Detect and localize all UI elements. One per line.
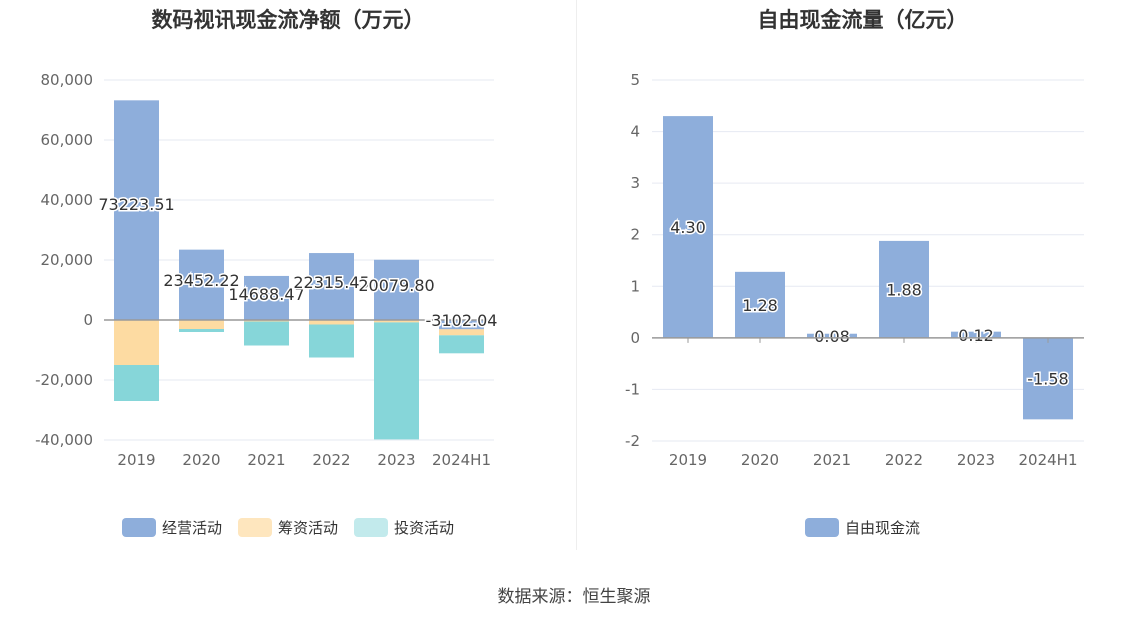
data-label-operating: 14688.47: [228, 285, 304, 304]
x-tick-label: 2022: [885, 451, 923, 469]
y-tick-label: -2: [625, 432, 640, 450]
bar-operating: [114, 100, 159, 320]
y-tick-label: -20,000: [35, 371, 93, 389]
bar-financing: [309, 320, 354, 325]
x-tick-label: 2023: [377, 451, 415, 469]
data-label-free-cash-flow: 1.88: [886, 280, 922, 299]
x-tick-label: 2024H1: [1019, 451, 1078, 469]
x-tick-label: 2019: [669, 451, 707, 469]
x-tick-label: 2019: [117, 451, 155, 469]
data-label-operating: 73223.51: [98, 195, 174, 214]
bar-operating: [309, 253, 354, 320]
bar-financing: [374, 320, 419, 323]
bar-investing: [439, 335, 484, 354]
y-tick-label: 3: [630, 174, 640, 192]
bar-investing: [309, 324, 354, 358]
bar-operating: [374, 259, 419, 320]
legend-label-operating: 经营活动: [161, 519, 222, 537]
y-tick-label: 80,000: [41, 71, 94, 89]
legend-label-investing: 投资活动: [394, 519, 455, 537]
cash-flow-chart-title: 数码视讯现金流净额（万元）: [151, 8, 425, 32]
data-label-operating: 22315.45: [293, 273, 369, 292]
data-label-operating: 20079.80: [358, 276, 434, 295]
bar-investing: [244, 321, 289, 346]
bar-investing: [374, 322, 419, 440]
bar-free-cash-flow: [663, 116, 713, 338]
legend-swatch-investing: [354, 518, 388, 537]
data-label-operating: 23452.22: [163, 271, 239, 290]
free-cash-flow-legend: 自由现金流: [577, 517, 1148, 538]
y-tick-label: 4: [630, 123, 640, 141]
legend-label-financing: 筹资活动: [277, 519, 338, 537]
bar-operating: [244, 275, 289, 320]
y-tick-label: 2: [630, 226, 640, 244]
bar-free-cash-flow: [951, 331, 1001, 338]
y-tick-label: 60,000: [41, 131, 94, 149]
bar-investing: [179, 329, 224, 332]
panel-divider: [576, 0, 577, 550]
bar-investing: [114, 365, 159, 401]
data-label-free-cash-flow: 0.08: [814, 327, 850, 346]
y-tick-label: -1: [625, 380, 640, 398]
legend-operating[interactable]: 经营活动: [121, 517, 222, 538]
bar-free-cash-flow: [735, 271, 785, 338]
bar-operating: [439, 320, 484, 330]
data-label-operating: -3102.04: [426, 311, 498, 330]
y-tick-label: 40,000: [41, 191, 94, 209]
y-tick-label: 1: [630, 277, 640, 295]
y-tick-label: -40,000: [35, 431, 93, 449]
free-cash-flow-chart-title: 自由现金流量（亿元）: [757, 8, 968, 32]
y-tick-label: 20,000: [41, 251, 94, 269]
cash-flow-chart: 80,000 60,000 40,000 20,000 0 -20,000 -40,000 2…: [35, 71, 499, 469]
x-tick-label: 2021: [813, 451, 851, 469]
bar-free-cash-flow: [879, 240, 929, 338]
x-tick-label: 2022: [312, 451, 350, 469]
data-label-free-cash-flow: 1.28: [742, 296, 778, 315]
free-cash-flow-chart-panel: 自由现金流量（亿元） 5 4 3 2 1 0 -1 -2 2019 4.30 2020 1.28 202…: [577, 0, 1148, 560]
free-cash-flow-chart: 5 4 3 2 1 0 -1 -2 2019 4.30 2020 1.28 2021 0.08 2022 1.…: [625, 71, 1084, 469]
bar-financing: [114, 320, 159, 365]
x-tick-label: 2020: [182, 451, 220, 469]
bar-free-cash-flow: [1023, 337, 1073, 420]
data-source-note: 数据来源：恒生聚源: [497, 587, 651, 607]
y-tick-label: 0: [630, 329, 640, 347]
legend-investing[interactable]: 投资活动: [354, 517, 454, 538]
bar-financing: [439, 329, 484, 336]
cash-flow-chart-panel: 数码视讯现金流净额（万元） 80,000 60,000 40,000 20,000 0 -…: [0, 0, 576, 560]
data-label-free-cash-flow: 0.12: [958, 326, 994, 345]
x-tick-label: 2021: [247, 451, 285, 469]
legend-swatch-financing: [237, 518, 272, 537]
bar-operating: [179, 249, 224, 320]
bar-financing: [179, 320, 224, 329]
legend-swatch-free-cash-flow: [804, 518, 839, 537]
data-label-free-cash-flow: 4.30: [670, 218, 706, 237]
x-tick-label: 2024H1: [432, 451, 491, 469]
legend-label-free-cash-flow: 自由现金流: [844, 519, 920, 537]
y-tick-label: 0: [83, 311, 93, 329]
x-tick-label: 2020: [741, 451, 779, 469]
data-label-free-cash-flow: -1.58: [1027, 370, 1068, 389]
legend-free-cash-flow[interactable]: 自由现金流: [804, 517, 920, 538]
cash-flow-legend: 经营活动 筹资活动 投资活动: [0, 517, 576, 538]
y-tick-label: 5: [630, 71, 640, 89]
x-tick-label: 2023: [957, 451, 995, 469]
legend-swatch-operating: [121, 518, 156, 537]
bar-free-cash-flow: [807, 333, 857, 338]
legend-financing[interactable]: 筹资活动: [237, 517, 338, 538]
